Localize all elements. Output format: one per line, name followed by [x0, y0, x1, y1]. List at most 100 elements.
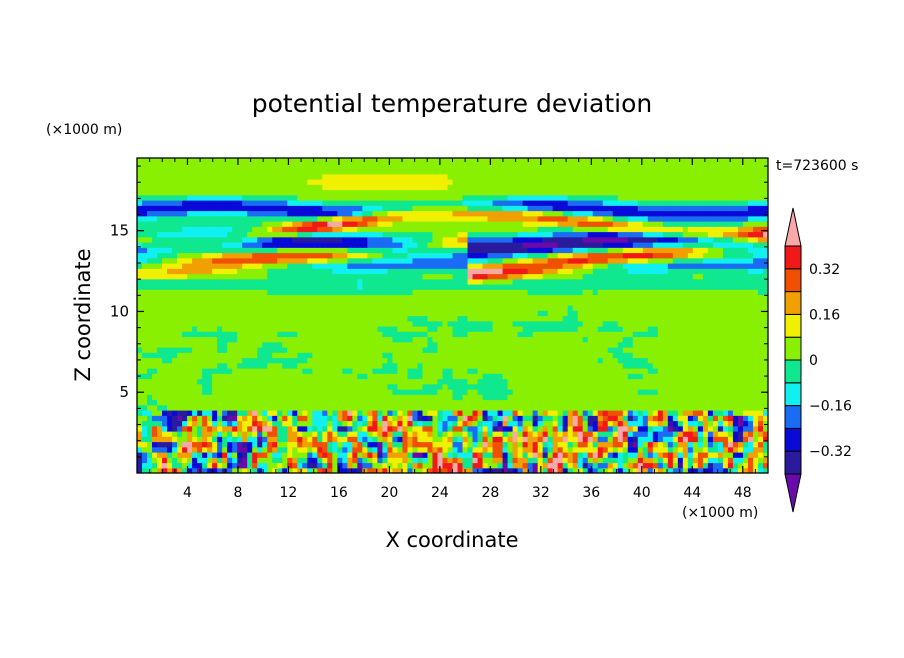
- heatmap-cell: [442, 452, 449, 458]
- heatmap-cell: [287, 299, 293, 306]
- heatmap-cell: [177, 331, 183, 338]
- heatmap-cell: [527, 331, 534, 338]
- heatmap-cell: [757, 404, 764, 411]
- heatmap-cell: [442, 420, 449, 427]
- heatmap-cell: [327, 357, 333, 364]
- heatmap-cell: [722, 383, 729, 390]
- heatmap-cell: [532, 326, 539, 332]
- heatmap-cell: [402, 326, 409, 332]
- heatmap-cell: [672, 278, 679, 285]
- heatmap-cell: [647, 378, 654, 385]
- heatmap-cell: [537, 399, 544, 406]
- heatmap-cell: [482, 284, 489, 290]
- heatmap-cell: [322, 305, 328, 311]
- heatmap-cell: [307, 341, 313, 348]
- heatmap-cell: [577, 284, 584, 290]
- heatmap-cell: [222, 394, 228, 401]
- heatmap-cell: [452, 352, 459, 359]
- heatmap-cell: [167, 394, 173, 401]
- heatmap-cell: [327, 336, 333, 343]
- heatmap-cell: [327, 467, 333, 473]
- heatmap-cell: [687, 420, 694, 427]
- heatmap-cell: [622, 347, 629, 353]
- heatmap-cell: [637, 352, 644, 359]
- heatmap-cell: [412, 331, 419, 338]
- heatmap-cell: [522, 394, 529, 401]
- heatmap-cell: [732, 457, 739, 464]
- time-label: t=723600 s: [776, 158, 858, 174]
- heatmap-cell: [182, 420, 188, 427]
- heatmap-cell: [267, 326, 273, 332]
- heatmap-cell: [577, 373, 584, 380]
- heatmap-cell: [342, 415, 348, 422]
- heatmap-cell: [577, 278, 584, 285]
- heatmap-cell: [737, 268, 744, 275]
- heatmap-cell: [562, 347, 569, 353]
- heatmap-cell: [492, 394, 499, 401]
- heatmap-cell: [662, 362, 669, 369]
- heatmap-cell: [707, 310, 714, 317]
- heatmap-cell: [202, 289, 208, 296]
- heatmap-cell: [212, 289, 218, 296]
- heatmap-cell: [752, 368, 759, 374]
- heatmap-cell: [757, 336, 764, 343]
- heatmap-cell: [402, 410, 409, 416]
- heatmap-cell: [377, 394, 383, 401]
- heatmap-cell: [137, 310, 143, 317]
- heatmap-cell: [302, 341, 308, 348]
- heatmap-cell: [562, 315, 569, 322]
- heatmap-cell: [567, 378, 574, 385]
- heatmap-cell: [432, 315, 439, 322]
- heatmap-cell: [587, 310, 594, 317]
- heatmap-cell: [522, 263, 529, 269]
- heatmap-cell: [237, 452, 243, 458]
- heatmap-cell: [757, 462, 764, 469]
- heatmap-cell: [482, 446, 489, 453]
- heatmap-cell: [302, 462, 308, 469]
- heatmap-cell: [467, 299, 474, 306]
- heatmap-cell: [377, 404, 383, 411]
- heatmap-cell: [492, 389, 499, 395]
- heatmap-cell: [287, 331, 293, 338]
- heatmap-cell: [277, 310, 283, 317]
- heatmap-cell: [247, 368, 253, 374]
- heatmap-cell: [587, 431, 594, 437]
- heatmap-cell: [607, 284, 614, 290]
- heatmap-cell: [452, 284, 459, 290]
- heatmap-cell: [452, 415, 459, 422]
- heatmap-cell: [507, 268, 514, 275]
- heatmap-cell: [257, 336, 263, 343]
- heatmap-cell: [312, 383, 318, 390]
- heatmap-cell: [327, 278, 333, 285]
- heatmap-cell: [757, 294, 764, 301]
- heatmap-cell: [197, 373, 203, 380]
- heatmap-cell: [582, 404, 589, 411]
- heatmap-cell: [457, 326, 464, 332]
- heatmap-cell: [382, 410, 388, 416]
- heatmap-cell: [587, 273, 594, 280]
- heatmap-cell: [557, 431, 564, 437]
- heatmap-cell: [417, 326, 424, 332]
- heatmap-cell: [192, 425, 198, 432]
- heatmap-cell: [142, 362, 148, 369]
- heatmap-cell: [402, 289, 409, 296]
- heatmap-cell: [752, 446, 759, 453]
- heatmap-cell: [642, 425, 649, 432]
- heatmap-cell: [427, 320, 434, 327]
- heatmap-cell: [627, 383, 634, 390]
- heatmap-cell: [732, 357, 739, 364]
- heatmap-cell: [237, 320, 243, 327]
- heatmap-cell: [517, 415, 524, 422]
- heatmap-cell: [677, 373, 684, 380]
- heatmap-cell: [622, 441, 629, 448]
- heatmap-cell: [757, 452, 764, 458]
- heatmap-cell: [212, 399, 218, 406]
- heatmap-cell: [672, 273, 679, 280]
- heatmap-cell: [567, 389, 574, 395]
- heatmap-cell: [492, 315, 499, 322]
- heatmap-cell: [567, 457, 574, 464]
- heatmap-cell: [437, 263, 444, 269]
- heatmap-cell: [667, 268, 674, 275]
- heatmap-cell: [487, 410, 494, 416]
- heatmap-cell: [202, 368, 208, 374]
